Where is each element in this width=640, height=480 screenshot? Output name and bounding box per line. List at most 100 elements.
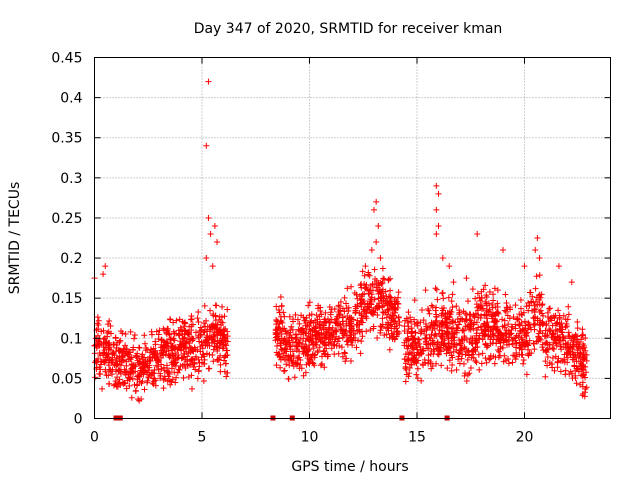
data-point <box>218 314 225 321</box>
data-point <box>381 332 388 339</box>
data-point <box>205 214 212 221</box>
data-point <box>219 303 226 310</box>
data-point <box>223 373 230 380</box>
data-point <box>379 279 386 286</box>
data-point <box>347 357 354 364</box>
data-point <box>537 307 544 314</box>
data-point <box>333 333 340 340</box>
x-tick-label: 5 <box>198 430 207 446</box>
data-point <box>403 371 410 378</box>
data-point <box>421 356 428 363</box>
data-point <box>395 289 402 296</box>
data-point <box>519 351 526 358</box>
data-point <box>449 361 456 368</box>
data-point <box>132 352 139 359</box>
data-point <box>501 337 508 344</box>
chart-title: Day 347 of 2020, SRMTID for receiver kma… <box>194 21 503 37</box>
y-tick-label: 0 <box>74 412 83 428</box>
data-point <box>379 315 386 322</box>
data-point <box>578 363 585 370</box>
data-point <box>286 354 293 361</box>
data-point <box>429 362 436 369</box>
data-point <box>542 340 549 347</box>
data-point <box>432 318 439 325</box>
data-point <box>487 355 494 362</box>
data-point <box>217 361 224 368</box>
data-point <box>418 377 425 384</box>
data-point <box>189 321 196 328</box>
data-point <box>453 303 460 310</box>
data-point <box>110 341 117 348</box>
data-point <box>151 354 158 361</box>
data-point <box>525 325 532 332</box>
data-point <box>473 319 480 326</box>
data-point <box>469 347 476 354</box>
data-point <box>343 300 350 307</box>
data-point <box>554 319 561 326</box>
data-points <box>91 78 590 404</box>
data-point <box>177 343 184 350</box>
data-point <box>443 315 450 322</box>
data-point <box>546 328 553 335</box>
data-point <box>144 362 151 369</box>
data-point <box>447 343 454 350</box>
data-point <box>182 356 189 363</box>
data-point <box>132 388 139 395</box>
data-point <box>422 287 429 294</box>
data-point <box>487 340 494 347</box>
data-point <box>515 316 522 323</box>
data-point <box>365 303 372 310</box>
data-point <box>286 313 293 320</box>
data-point <box>138 380 145 387</box>
data-point <box>144 379 151 386</box>
data-point <box>307 358 314 365</box>
data-point <box>470 354 477 361</box>
data-point <box>500 247 506 254</box>
data-point <box>364 303 371 310</box>
data-point <box>449 330 456 337</box>
data-point <box>432 285 439 292</box>
data-point <box>549 364 556 371</box>
data-point <box>278 302 285 309</box>
data-point <box>574 319 581 326</box>
data-point <box>468 340 475 347</box>
data-point <box>185 329 192 336</box>
y-tick-label: 0.3 <box>60 171 82 187</box>
data-point <box>310 339 317 346</box>
data-point <box>492 304 499 311</box>
data-point <box>154 351 161 358</box>
data-point <box>217 352 224 359</box>
data-point <box>545 318 552 325</box>
data-point <box>525 319 532 326</box>
data-point <box>173 317 180 324</box>
data-point <box>221 336 228 343</box>
data-point <box>111 361 118 368</box>
data-point <box>296 328 303 335</box>
data-point <box>418 328 425 335</box>
data-point <box>553 339 560 346</box>
data-point <box>563 351 570 358</box>
data-point <box>184 353 191 360</box>
data-point <box>552 312 559 319</box>
data-point <box>534 315 541 322</box>
data-point <box>474 339 481 346</box>
data-point <box>506 334 513 341</box>
data-point <box>298 331 305 338</box>
data-point <box>548 334 555 341</box>
data-point <box>161 367 168 374</box>
data-point <box>499 316 506 323</box>
data-point <box>491 285 498 292</box>
data-point <box>160 338 167 345</box>
data-point <box>414 365 421 372</box>
data-point <box>140 360 147 367</box>
data-point <box>453 346 460 353</box>
data-point <box>197 324 204 331</box>
data-point <box>96 335 103 342</box>
data-point <box>562 371 569 378</box>
data-point <box>129 364 136 371</box>
data-point <box>520 360 527 367</box>
data-point <box>494 325 501 332</box>
data-point <box>492 312 499 319</box>
data-point <box>163 329 170 336</box>
y-axis-ticks: 0 0.05 0.1 0.15 0.2 0.25 0.3 0.35 0.4 0.45 <box>51 51 611 428</box>
